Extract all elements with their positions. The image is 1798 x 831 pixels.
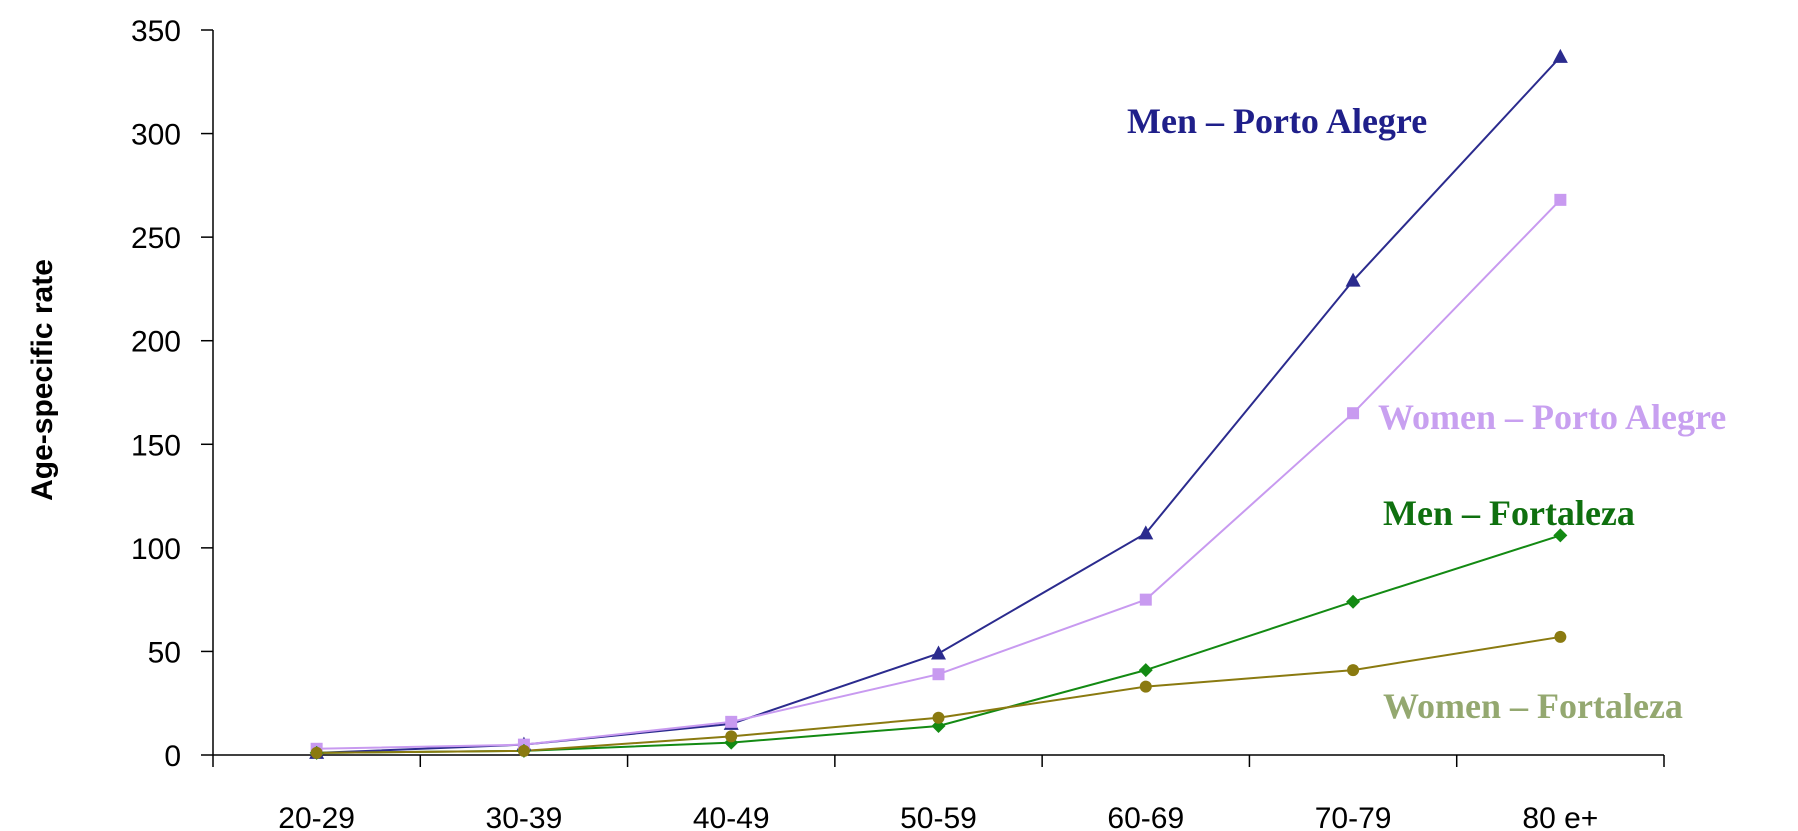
data-point [1139,593,1152,606]
data-point [1138,525,1154,540]
y-tick-label: 200 [131,326,181,359]
data-point [310,746,323,759]
x-tick-label: 80 e+ [1522,802,1598,831]
series-label-men-porto-alegre: Men – Porto Alegre [1127,101,1427,141]
data-point [1554,630,1567,643]
data-point [725,715,738,728]
series-label-women-fortaleza: Women – Fortaleza [1383,686,1683,726]
y-tick-label: 300 [131,119,181,152]
x-tick-label: 60-69 [1107,802,1184,831]
data-point [1345,272,1361,287]
data-point [931,645,946,660]
x-axis-ticks: 20-29 30-39 40-49 50-59 60-69 70-79 80 e+ [212,755,1665,831]
series-markers [309,48,1568,760]
y-tick-label: 250 [131,222,181,255]
data-point [932,668,945,681]
y-axis-ticks: 0 50 100 150 200 250 300 350 [131,15,213,773]
y-tick-label: 0 [164,740,181,773]
x-tick-label: 40-49 [693,802,770,831]
data-point [1554,193,1567,206]
y-tick-label: 50 [148,636,181,669]
series-label-women-porto-alegre: Women – Porto Alegre [1378,397,1726,437]
axes [212,30,1664,756]
data-point [1346,594,1361,609]
x-tick-label: 30-39 [486,802,563,831]
data-point [725,730,738,743]
data-point [1138,663,1153,678]
y-tick-label: 150 [131,429,181,462]
y-tick-label: 350 [131,15,181,48]
series-label-men-fortaleza: Men – Fortaleza [1383,493,1635,533]
data-point [1553,528,1568,543]
x-tick-label: 50-59 [900,802,977,831]
y-tick-label: 100 [131,533,181,566]
data-point [1347,664,1360,677]
data-point [1139,680,1152,693]
data-point [1552,48,1568,63]
data-point [1347,407,1360,420]
x-tick-label: 20-29 [278,802,355,831]
y-axis-title: Age-specific rate [26,259,59,501]
x-tick-label: 70-79 [1315,802,1392,831]
data-point [932,711,945,724]
data-point [517,744,530,757]
